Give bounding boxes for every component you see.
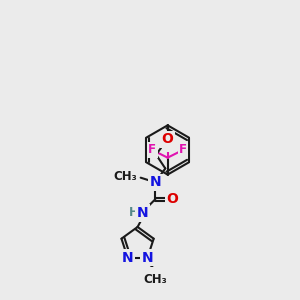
Text: CH₃: CH₃ — [143, 273, 167, 286]
Text: N: N — [149, 175, 161, 189]
Text: N: N — [142, 250, 153, 265]
Text: F: F — [164, 137, 172, 150]
Text: O: O — [162, 132, 173, 146]
Text: F: F — [179, 143, 187, 157]
Text: F: F — [148, 143, 156, 157]
Text: O: O — [166, 192, 178, 206]
Text: H: H — [129, 206, 139, 219]
Text: CH₃: CH₃ — [113, 169, 137, 183]
Text: N: N — [122, 250, 134, 265]
Text: N: N — [137, 206, 149, 220]
